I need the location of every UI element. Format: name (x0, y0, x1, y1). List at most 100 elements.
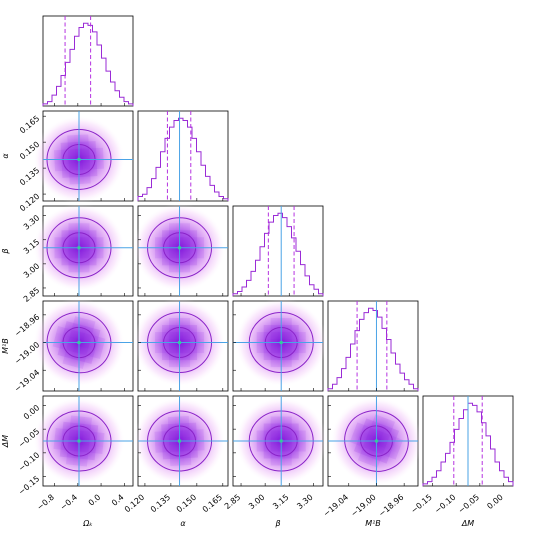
density-pixel (81, 444, 90, 453)
histogram-MB (327, 307, 419, 391)
density-pixel (183, 346, 191, 354)
x-tick-label: −0.15 (409, 493, 434, 516)
density-pixel (68, 251, 76, 259)
density-pixel (53, 149, 62, 158)
y-tick-label: −19.04 (13, 368, 41, 394)
density-pixel (82, 162, 91, 170)
y-tick-label: 2.85 (22, 286, 41, 304)
density-pixel (284, 332, 292, 340)
x-tick-label: 0.00 (485, 493, 504, 511)
density-pixel (89, 230, 97, 238)
density-pixel (362, 440, 372, 450)
density-pixel (82, 437, 90, 446)
density-pixel (183, 237, 191, 245)
density-pixel (66, 343, 75, 352)
truth-marker (178, 246, 182, 250)
density-pixel (175, 423, 183, 431)
x-tick-label: 0.135 (149, 493, 172, 515)
density-pixel (284, 346, 292, 354)
density-pixel (86, 319, 96, 329)
panel-MB-alpha (133, 298, 229, 392)
panel-frame (137, 110, 229, 202)
density-pixel (197, 443, 205, 451)
panel-frame (232, 205, 324, 297)
density-pixel (190, 450, 198, 458)
density-pixel (96, 161, 105, 170)
panel-MB-MB (327, 300, 419, 392)
density-pixel (389, 450, 399, 460)
density-pixel (96, 432, 105, 441)
density-pixel (83, 176, 91, 184)
density-pixel (167, 416, 176, 425)
density-pixel (82, 265, 90, 273)
density-pixel (379, 454, 390, 464)
contour-1sigma (62, 425, 96, 457)
contour-1sigma (163, 425, 197, 457)
panel-beta-alpha (133, 203, 229, 297)
density-pixel (161, 424, 169, 432)
density-pixel (291, 325, 299, 333)
density-pixel (391, 444, 401, 454)
density-pixel (197, 332, 205, 340)
density-pixel (189, 422, 197, 430)
x-tick-label: 0.4 (110, 493, 126, 508)
density-pixel (57, 348, 67, 357)
density-pixel (155, 346, 163, 354)
truth-marker (178, 439, 182, 443)
density-pixel (298, 430, 306, 438)
x-axis-label: ΔM (461, 519, 474, 528)
density-pixel (263, 353, 271, 361)
panel-MB-beta (232, 298, 328, 392)
panel-beta-beta (232, 205, 324, 297)
density-pixel (284, 458, 292, 466)
y-tick-label: 0.165 (18, 114, 41, 136)
density-pixel (53, 441, 62, 450)
density-pixel (67, 135, 75, 143)
panel-frame (42, 15, 134, 107)
contour-1sigma (62, 326, 96, 359)
density-pixel (190, 230, 198, 238)
density-pixel (169, 444, 177, 453)
density-pixel (82, 237, 90, 245)
density-pixel (84, 355, 94, 364)
density-pixel (161, 438, 170, 446)
density-pixel (69, 358, 78, 368)
density-pixel (176, 458, 185, 466)
density-pixel (61, 230, 69, 238)
density-pixel (89, 258, 97, 266)
density-pixel (154, 438, 163, 446)
density-pixel (162, 325, 170, 333)
density-pixel (380, 432, 391, 442)
density-pixel (56, 326, 65, 335)
density-pixel (89, 438, 97, 447)
density-pixel (162, 230, 170, 238)
density-pixel (90, 169, 98, 177)
density-pixel (169, 223, 177, 231)
density-pixel (270, 416, 278, 424)
density-pixel (162, 353, 170, 361)
density-pixel (197, 237, 205, 245)
density-pixel (68, 223, 76, 231)
density-pixel (256, 332, 264, 340)
density-pixel (68, 436, 76, 445)
y-tick-label: 0.120 (18, 192, 41, 214)
density-pixel (284, 430, 292, 438)
density-pixel (169, 265, 177, 273)
y-tick-label: −0.15 (17, 474, 42, 497)
y-tick-label: −0.10 (17, 450, 42, 473)
density-pixel (162, 258, 170, 266)
density-pixel (256, 430, 264, 438)
density-pixel (190, 258, 198, 266)
histogram-Om (42, 22, 134, 106)
density-pixel (96, 251, 104, 259)
density-pixel (270, 458, 278, 466)
x-tick-label: 3.30 (295, 493, 314, 511)
density-pixel (78, 324, 87, 334)
density-pixel (169, 251, 177, 259)
density-pixel (291, 451, 299, 459)
x-tick-label: 0.165 (201, 493, 224, 515)
truth-marker (279, 341, 283, 345)
density-pixel (96, 336, 106, 346)
x-axis-label: α (180, 519, 186, 528)
density-pixel (76, 423, 85, 431)
